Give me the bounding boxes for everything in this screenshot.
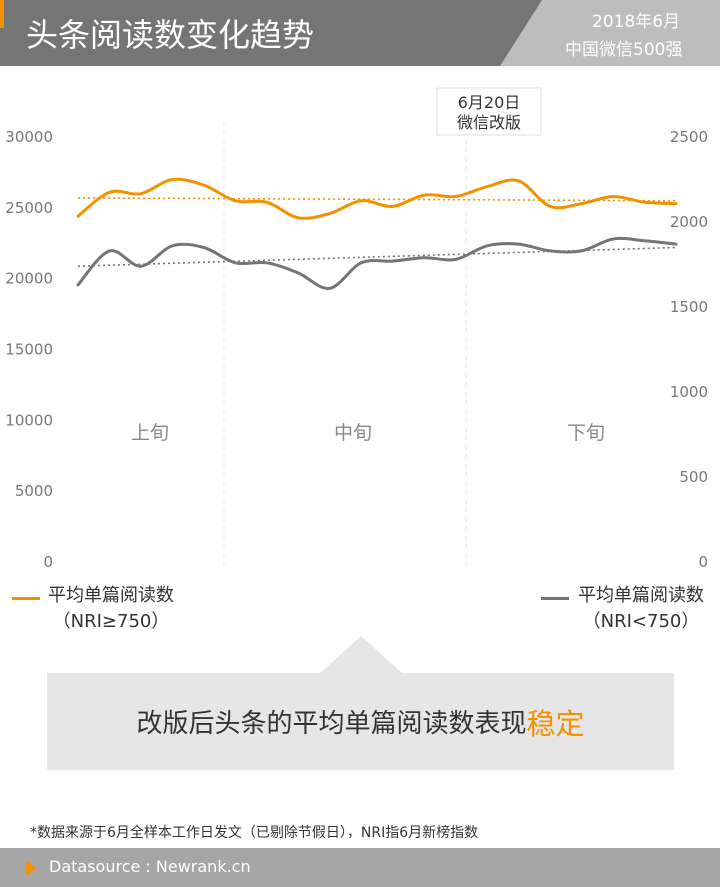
period-label-1: 中旬 xyxy=(334,422,372,444)
left-axis-ticks: 0 5000 10000 15000 20000 25000 30000 xyxy=(5,128,53,571)
left-tick-label-3: 15000 xyxy=(5,341,53,359)
legend-nri-low-line2: （NRI<750） xyxy=(582,611,700,632)
left-tick-label-0: 0 xyxy=(43,553,53,571)
revision-annotation: 6月20日 微信改版 xyxy=(436,87,542,136)
legend-nri-high-line2: （NRI≥750） xyxy=(52,611,170,632)
legend-nri-low-line1: 平均单篇阅读数 xyxy=(578,585,704,606)
callout-pointer xyxy=(319,636,403,674)
series-layer xyxy=(76,177,678,290)
legend-nri-low: 平均单篇阅读数 （NRI<750） xyxy=(578,583,704,635)
header-bar: 头条阅读数变化趋势 2018年6月 中国微信500强 xyxy=(0,0,720,66)
play-arrow-icon xyxy=(26,861,37,875)
left-tick-label-6: 30000 xyxy=(5,128,53,146)
legend-nri-high-line1: 平均单篇阅读数 xyxy=(48,585,174,606)
legend-nri-high: 平均单篇阅读数 （NRI≥750） xyxy=(48,583,174,635)
right-axis-ticks: 0 500 1000 1500 2000 2500 xyxy=(670,128,708,571)
annotation-line-1: 6月20日 xyxy=(458,93,521,112)
period-labels: 上旬 中旬 下旬 xyxy=(131,422,605,444)
left-tick-label-4: 20000 xyxy=(5,270,53,288)
conclusion-callout: 改版后头条的平均单篇阅读数表现 稳定 xyxy=(47,673,674,770)
header-date: 2018年6月 xyxy=(592,12,681,32)
right-tick-label-3: 1500 xyxy=(670,298,708,316)
period-dividers xyxy=(223,121,467,571)
series-0-trendline xyxy=(77,197,677,202)
line-chart: 0 5000 10000 15000 20000 25000 30000 0 500 1000 1… xyxy=(5,87,708,571)
period-label-2: 下旬 xyxy=(567,422,605,444)
series-0-line xyxy=(76,177,678,220)
page-title: 头条阅读数变化趋势 xyxy=(26,16,315,54)
left-tick-label-1: 5000 xyxy=(15,482,53,500)
callout-text: 改版后头条的平均单篇阅读数表现 xyxy=(136,709,527,739)
footer-bar: Datasource : Newrank.cn xyxy=(0,848,720,887)
annotation-line-2: 微信改版 xyxy=(457,113,521,132)
right-tick-label-4: 2000 xyxy=(670,213,708,231)
right-tick-label-1: 500 xyxy=(679,468,708,486)
right-tick-label-5: 2500 xyxy=(670,128,708,146)
right-tick-label-2: 1000 xyxy=(670,383,708,401)
period-label-0: 上旬 xyxy=(131,422,169,444)
header-subtitle: 中国微信500强 xyxy=(565,40,683,60)
header-right-panel xyxy=(500,0,720,66)
legend-swatch-gray xyxy=(541,597,569,600)
annotation-box xyxy=(436,87,542,136)
header-accent-bar xyxy=(0,0,4,28)
series-1-line xyxy=(76,236,678,290)
left-tick-label-5: 25000 xyxy=(5,199,53,217)
footer-datasource: Datasource : Newrank.cn xyxy=(49,857,251,876)
callout-highlight: 稳定 xyxy=(526,706,585,741)
data-source-note: *数据来源于6月全样本工作日发文（已剔除节假日），NRI指6月新榜指数 xyxy=(30,825,479,841)
legend-swatch-orange xyxy=(12,597,40,600)
left-tick-label-2: 10000 xyxy=(5,411,53,429)
right-tick-label-0: 0 xyxy=(698,553,708,571)
